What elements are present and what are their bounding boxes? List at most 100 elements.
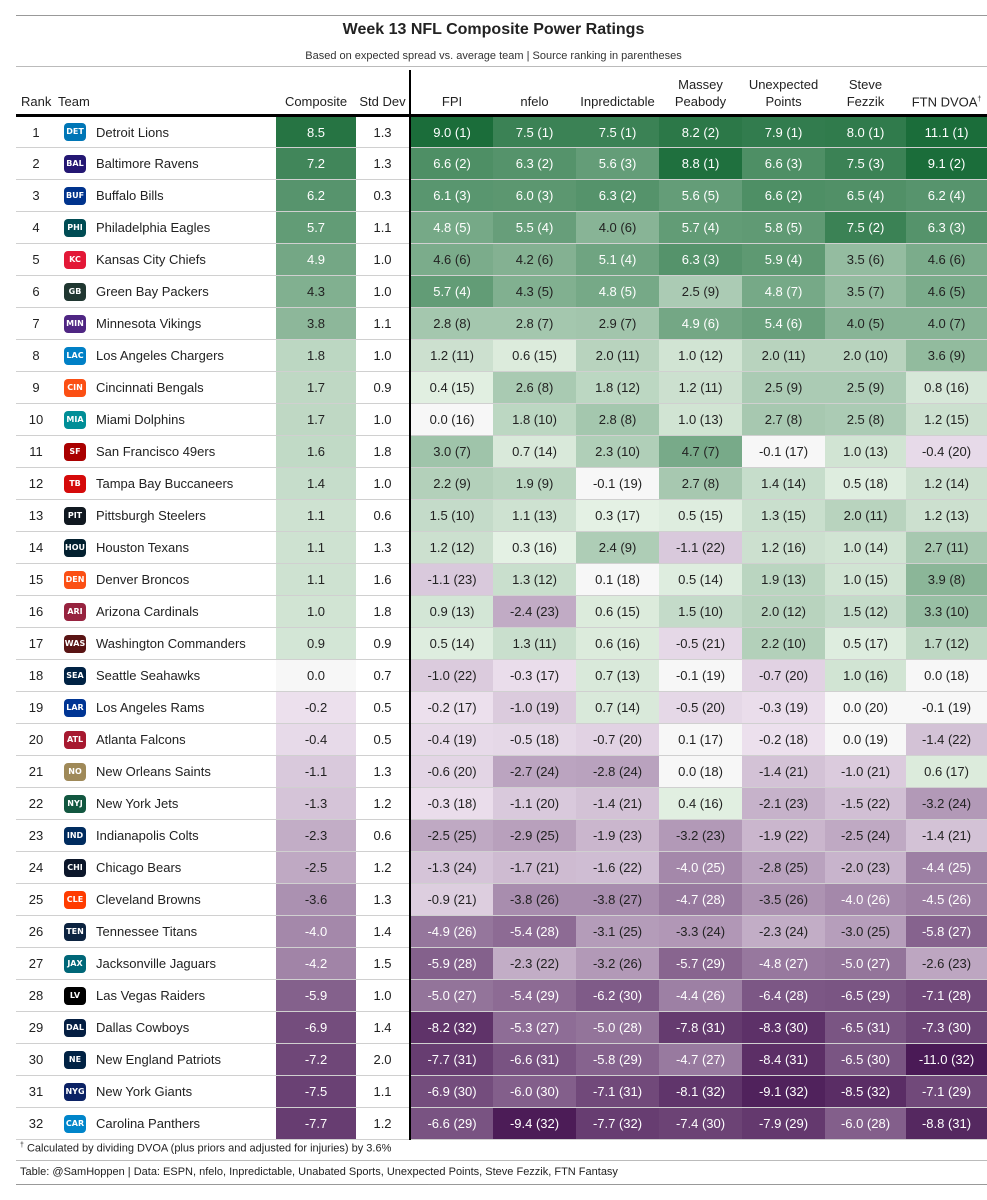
team-logo-cell: LAR xyxy=(56,692,94,724)
fpi-cell: 2.2 (9) xyxy=(410,467,494,500)
rank-cell: 18 xyxy=(28,668,44,683)
team-logo-icon: BUF xyxy=(64,186,86,205)
rank-cell: 30 xyxy=(28,1052,44,1067)
col-header-unexpected-points: Unexpected Points xyxy=(742,70,825,116)
nfelo-cell: 1.8 (10) xyxy=(493,403,577,436)
ftn-dvoa-cell: -1.4 (22) xyxy=(906,723,987,756)
fpi-cell: -0.9 (21) xyxy=(410,883,494,916)
footnote-dagger: † xyxy=(20,1142,24,1149)
team-logo-icon: PIT xyxy=(64,506,86,525)
fpi-cell: 6.6 (2) xyxy=(410,147,494,180)
nfelo-cell: -5.3 (27) xyxy=(493,1011,577,1044)
unexpected-points-cell: -7.9 (29) xyxy=(742,1107,826,1140)
rank-cell: 7 xyxy=(32,316,40,331)
nfelo-cell: -5.4 (29) xyxy=(493,979,577,1012)
inpredictable-cell: 2.8 (8) xyxy=(576,403,660,436)
col-header-std-dev: Std Dev xyxy=(356,70,412,116)
rank-cell: 15 xyxy=(28,572,44,587)
source-credit: Table: @SamHoppen | Data: ESPN, nfelo, I… xyxy=(20,1166,618,1178)
rank-cell: 3 xyxy=(32,188,40,203)
composite-cell: 1.1 xyxy=(276,499,357,532)
nfelo-cell: -6.0 (30) xyxy=(493,1075,577,1108)
team-logo-icon: SF xyxy=(64,442,86,461)
team-logo-icon: DEN xyxy=(64,570,86,589)
inpredictable-cell: -6.2 (30) xyxy=(576,979,660,1012)
ftn-dvoa-cell: 6.2 (4) xyxy=(906,179,987,212)
team-logo-icon: TEN xyxy=(64,922,86,941)
rank-cell: 20 xyxy=(28,732,44,747)
team-name-cell: Cleveland Browns xyxy=(96,892,201,907)
rank-cell: 8 xyxy=(32,348,40,363)
team-name-cell: Seattle Seahawks xyxy=(96,668,201,683)
unexpected-points-cell: 2.0 (11) xyxy=(742,339,826,372)
nfelo-cell: 1.1 (13) xyxy=(493,499,577,532)
table-row: 3 BUF Buffalo Bills 6.2 0.3 6.1 (3) 6.0 (3) 6.3… xyxy=(16,179,987,212)
team-logo-cell: NYG xyxy=(56,1076,94,1108)
team-logo-icon: NO xyxy=(64,762,86,781)
team-logo-cell: SF xyxy=(56,436,94,468)
fpi-cell: 0.5 (14) xyxy=(410,627,494,660)
composite-cell: -4.2 xyxy=(276,947,357,980)
steve-fezzik-cell: -5.0 (27) xyxy=(825,947,907,980)
inpredictable-cell: 5.6 (3) xyxy=(576,147,660,180)
fpi-cell: 4.8 (5) xyxy=(410,211,494,244)
team-logo-cell: LAC xyxy=(56,340,94,372)
col-header-fezzik-line2: Fezzik xyxy=(846,94,885,109)
fpi-cell: -8.2 (32) xyxy=(410,1011,494,1044)
inpredictable-cell: -1.9 (23) xyxy=(576,819,660,852)
massey-peabody-cell: 5.7 (4) xyxy=(659,211,743,244)
massey-peabody-cell: -7.4 (30) xyxy=(659,1107,743,1140)
inpredictable-cell: 1.8 (12) xyxy=(576,371,660,404)
col-header-massey-line1: Massey xyxy=(678,77,723,92)
header-rule xyxy=(16,66,987,67)
massey-peabody-cell: 1.0 (12) xyxy=(659,339,743,372)
team-name-cell: New York Giants xyxy=(96,1084,193,1099)
col-header-unexpected-line2: Points xyxy=(765,94,802,109)
massey-peabody-cell: 0.4 (16) xyxy=(659,787,743,820)
composite-cell: -0.4 xyxy=(276,723,357,756)
team-logo-cell: DAL xyxy=(56,1012,94,1044)
chart-subtitle: Based on expected spread vs. average tea… xyxy=(305,50,682,62)
team-logo-icon: CLE xyxy=(64,890,86,909)
steve-fezzik-cell: 2.5 (8) xyxy=(825,403,907,436)
ftn-dvoa-cell: 1.2 (14) xyxy=(906,467,987,500)
col-header-ftn-dvoa: FTN DVOA† xyxy=(906,70,987,116)
rank-cell: 6 xyxy=(32,284,40,299)
nfelo-cell: 2.8 (7) xyxy=(493,307,577,340)
col-header-inpredictable: Inpredictable xyxy=(580,94,655,109)
ftn-dvoa-cell: 6.3 (3) xyxy=(906,211,987,244)
inpredictable-cell: 0.7 (13) xyxy=(576,659,660,692)
bottom-rule xyxy=(16,1184,987,1185)
team-logo-cell: IND xyxy=(56,820,94,852)
steve-fezzik-cell: -1.0 (21) xyxy=(825,755,907,788)
steve-fezzik-cell: 2.5 (9) xyxy=(825,371,907,404)
rank-cell: 1 xyxy=(32,124,40,140)
inpredictable-cell: 0.6 (16) xyxy=(576,627,660,660)
col-header-ftn-label: FTN DVOA xyxy=(911,94,978,109)
team-logo-cell: CIN xyxy=(56,372,94,404)
ftn-dvoa-cell: 4.0 (7) xyxy=(906,307,987,340)
rank-cell: 25 xyxy=(28,892,44,907)
massey-peabody-cell: 8.8 (1) xyxy=(659,147,743,180)
table-row: 22 NYJ New York Jets -1.3 1.2 -0.3 (18) -1.1 (… xyxy=(16,787,987,820)
fpi-cell: -1.0 (22) xyxy=(410,659,494,692)
rank-cell: 14 xyxy=(28,540,44,555)
composite-cell: 1.6 xyxy=(276,435,357,468)
composite-cell: -2.5 xyxy=(276,851,357,884)
ftn-dvoa-cell: 2.7 (11) xyxy=(906,531,987,564)
rank-cell: 11 xyxy=(29,444,43,459)
team-logo-icon: JAX xyxy=(64,954,86,973)
composite-cell: -2.3 xyxy=(276,819,357,852)
footnote-text: Calculated by dividing DVOA (plus priors… xyxy=(26,1142,392,1155)
unexpected-points-cell: -0.3 (19) xyxy=(742,691,826,724)
ftn-dvoa-cell: -8.8 (31) xyxy=(906,1107,987,1140)
unexpected-points-cell: -8.4 (31) xyxy=(742,1043,826,1076)
team-name-cell: Las Vegas Raiders xyxy=(96,988,206,1003)
ftn-dvoa-cell: -3.2 (24) xyxy=(906,787,987,820)
team-name-cell: New Orleans Saints xyxy=(96,764,211,779)
fpi-cell: -6.9 (30) xyxy=(410,1075,494,1108)
ftn-dvoa-cell: -0.1 (19) xyxy=(906,691,987,724)
std-dev-cell: 1.5 xyxy=(356,947,412,980)
steve-fezzik-cell: 1.0 (15) xyxy=(825,563,907,596)
steve-fezzik-cell: -2.5 (24) xyxy=(825,819,907,852)
